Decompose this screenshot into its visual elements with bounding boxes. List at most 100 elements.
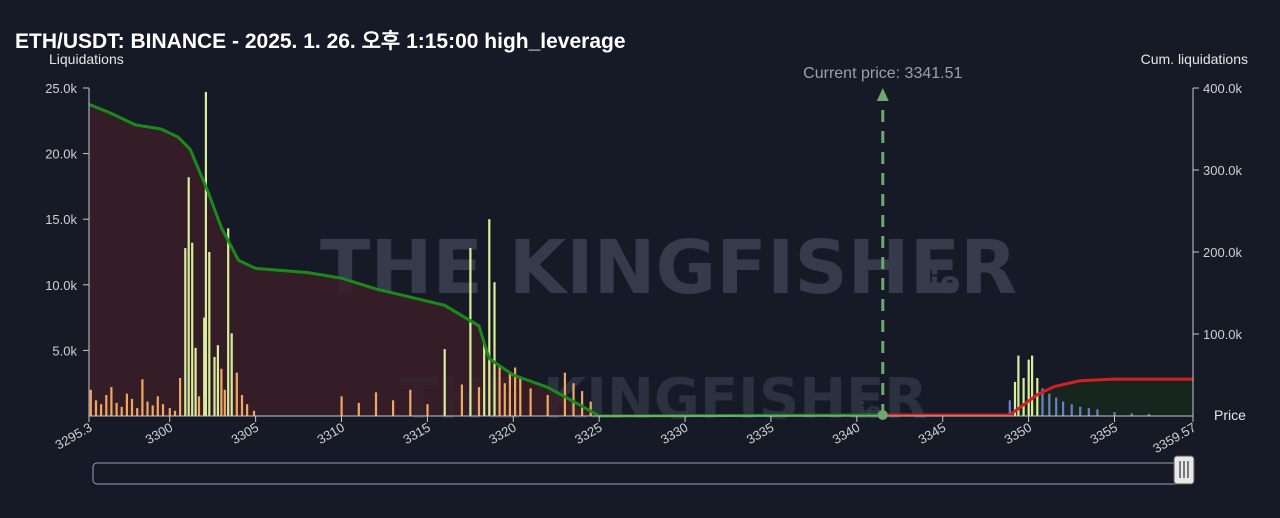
short-liq-bar: [374, 392, 378, 416]
short-liq-bar: [168, 408, 171, 416]
short-liq-bar: [179, 378, 182, 416]
long-liq-bar: [1048, 393, 1051, 416]
short-liq-bar: [493, 282, 496, 416]
y-tick-label: 25.0k: [45, 81, 77, 96]
y-tick-label: 15.0k: [45, 212, 77, 227]
long-liq-bar: [1027, 359, 1030, 416]
short-liq-bar: [146, 401, 149, 416]
long-liq-bar: [1022, 378, 1025, 416]
short-liq-bar: [503, 383, 506, 416]
short-liq-bar: [252, 410, 256, 416]
short-liq-bar: [469, 248, 472, 416]
y2-tick-label: 200.0k: [1203, 245, 1243, 260]
x-tick-label: 3350: [1002, 420, 1035, 447]
short-liq-bar: [173, 410, 177, 416]
short-liq-bar: [514, 367, 517, 416]
short-liq-bar: [572, 383, 575, 416]
current-price-label: Current price: 3341.51: [803, 65, 962, 82]
long-liq-bar: [1087, 408, 1090, 416]
y-axis-title: Liquidations: [49, 51, 124, 67]
short-liq-bar: [187, 177, 190, 416]
short-liq-bar: [125, 393, 128, 416]
short-liq-bar: [357, 402, 360, 416]
short-liq-bar: [203, 317, 206, 416]
y2-tick-label: 400.0k: [1203, 81, 1243, 96]
short-liq-bar: [235, 372, 238, 416]
short-liq-bar: [340, 396, 343, 416]
long-liq-bar: [1041, 388, 1044, 416]
short-liq-bar: [563, 372, 566, 416]
short-liq-bar: [220, 368, 223, 416]
range-slider-track[interactable]: [92, 462, 1194, 485]
short-liq-bar: [110, 387, 113, 416]
short-liq-bar: [105, 395, 108, 416]
current-price-dot: [877, 410, 888, 420]
current-price-marker: Current price: 3341.51: [803, 65, 962, 420]
watermark-suffix-small: .io: [850, 399, 881, 424]
x-tick-label: 3310: [314, 420, 347, 447]
short-liq-bar: [161, 404, 165, 416]
short-liq-bar: [115, 402, 118, 416]
long-liq-bar: [1096, 409, 1099, 416]
short-liq-bar: [477, 387, 481, 416]
long-liq-bar: [1008, 400, 1011, 416]
short-liq-bar: [230, 333, 233, 416]
short-liq-bar: [208, 252, 211, 416]
short-liq-bar: [488, 219, 491, 416]
y2-tick-label: 300.0k: [1203, 163, 1243, 178]
long-liq-bar: [1017, 355, 1020, 416]
short-liq-bar: [184, 248, 187, 416]
short-liq-bar: [581, 391, 584, 416]
short-liq-bar: [223, 389, 226, 416]
short-liq-bar: [460, 384, 463, 416]
cum-long-line: [882, 377, 1193, 417]
plot-area: [88, 91, 1193, 418]
long-liq-bar: [1130, 413, 1133, 416]
long-liq-bar: [1036, 378, 1039, 416]
short-liq-bar: [240, 395, 244, 416]
short-liq-bar: [392, 400, 395, 416]
short-liq-bar: [120, 406, 123, 416]
short-liq-bar: [426, 404, 429, 416]
short-liq-bar: [519, 378, 522, 416]
watermark-text-large: THE KINGFISHER: [320, 225, 1017, 311]
x-tick-label: 3295.3: [53, 420, 95, 453]
y2-axis-title: Cum. liquidations: [1141, 51, 1248, 67]
short-liq-bar: [508, 374, 511, 416]
cum-short-area: [89, 104, 600, 417]
short-liq-bar: [141, 379, 144, 416]
short-liq-bar: [94, 400, 98, 416]
chart-title: ETH/USDT: BINANCE - 2025. 1. 26. 오후 1:15…: [15, 29, 626, 53]
long-liq-bar: [1062, 401, 1065, 416]
current-price-arrow-icon: [876, 88, 889, 101]
short-liq-bar: [246, 404, 249, 416]
short-liq-bar: [483, 341, 486, 416]
short-liq-bar: [213, 357, 216, 416]
range-slider[interactable]: [92, 455, 1195, 485]
short-liq-bar: [100, 404, 103, 416]
y-tick-label: 5.0k: [52, 343, 77, 358]
short-liq-bar: [546, 395, 549, 416]
short-liq-bar: [194, 347, 197, 416]
short-liq-bar: [443, 349, 446, 416]
short-liq-bar: [156, 396, 159, 416]
short-liq-bar: [151, 405, 154, 416]
short-liq-bar: [589, 401, 592, 416]
y-tick-label: 20.0k: [45, 147, 77, 162]
y-tick-label: 10.0k: [45, 278, 77, 293]
short-liq-bar: [89, 389, 92, 416]
cum-short-line: [88, 103, 883, 418]
short-liq-bar: [498, 366, 501, 416]
short-liq-bar: [227, 228, 230, 416]
short-liq-bar: [529, 388, 532, 416]
long-liq-bar: [1113, 412, 1116, 416]
x-tick-label: 3300: [143, 420, 176, 447]
long-liq-bar: [1031, 355, 1034, 416]
short-liq-bar: [204, 91, 207, 417]
watermark-suffix-large: .io: [918, 266, 960, 301]
long-liq-bar: [1070, 404, 1073, 416]
long-liq-bar: [1055, 397, 1058, 416]
x-axis-title: Price: [1214, 407, 1246, 423]
long-liq-bar: [1079, 406, 1082, 416]
